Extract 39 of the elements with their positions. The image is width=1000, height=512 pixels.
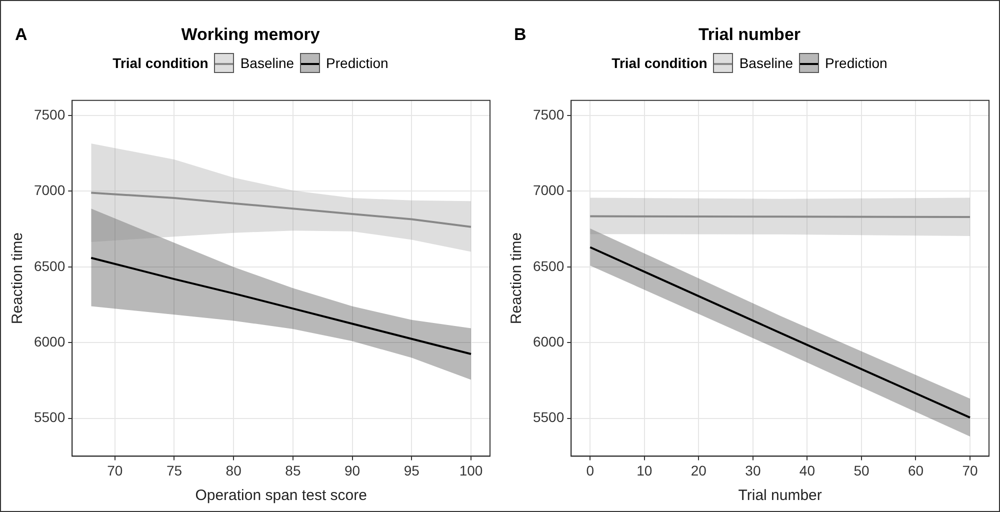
x-tick-label: 60 (908, 462, 924, 478)
x-tick-label: 20 (690, 462, 707, 478)
legend-label: Baseline (240, 55, 294, 71)
y-tick-label: 5500 (34, 409, 66, 426)
y-tick-label: 6500 (34, 258, 66, 274)
y-tick-label: 7500 (532, 106, 564, 122)
y-tick-label: 5500 (532, 409, 564, 426)
legend-title: Trial condition (612, 55, 708, 71)
y-axis-title: Reaction time (9, 232, 26, 324)
chart-title: Working memory (181, 25, 320, 44)
chart-title: Trial number (698, 25, 801, 44)
y-axis-title: Reaction time (508, 232, 526, 324)
text: B (514, 25, 526, 45)
x-tick-label: 85 (285, 462, 301, 478)
x-tick-label: 90 (344, 462, 360, 478)
legend-title: Trial condition (112, 55, 208, 71)
y-tick-label: 7000 (34, 182, 66, 198)
x-tick-label: 0 (586, 462, 594, 478)
x-tick-label: 50 (854, 462, 870, 478)
legend-label: Baseline (739, 55, 794, 71)
y-tick-label: 6000 (532, 334, 564, 350)
x-tick-label: 95 (404, 462, 420, 478)
y-tick-label: 7500 (34, 106, 66, 122)
y-tick-label: 7000 (532, 182, 564, 198)
legend-label: Prediction (825, 55, 888, 71)
x-tick-label: 40 (799, 462, 816, 478)
x-tick-label: 75 (166, 462, 182, 478)
text: A (15, 25, 28, 45)
x-axis-title: Trial number (738, 487, 822, 504)
y-tick-label: 6000 (34, 334, 66, 350)
x-tick-label: 100 (459, 462, 483, 478)
x-tick-label: 80 (226, 462, 242, 478)
x-axis-title: Operation span test score (195, 487, 367, 504)
y-tick-label: 6500 (532, 258, 564, 274)
x-tick-label: 70 (107, 462, 123, 478)
x-tick-label: 70 (962, 462, 978, 478)
x-tick-label: 30 (745, 462, 761, 478)
legend-label: Prediction (326, 55, 388, 71)
x-tick-label: 10 (636, 462, 652, 478)
